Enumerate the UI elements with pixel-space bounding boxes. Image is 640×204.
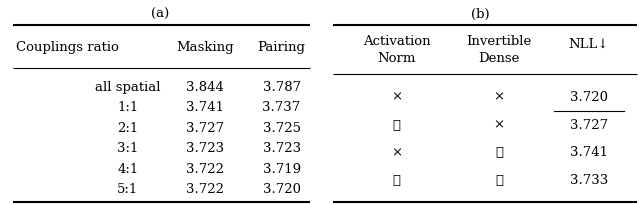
Text: ×: × [391, 90, 403, 103]
Text: ✓: ✓ [393, 173, 401, 186]
Text: 3.722: 3.722 [186, 182, 224, 195]
Text: Activation
Norm: Activation Norm [363, 35, 431, 65]
Text: ×: × [493, 118, 505, 131]
Text: 3.720: 3.720 [262, 182, 301, 195]
Text: 3.725: 3.725 [262, 121, 301, 134]
Text: 3.722: 3.722 [186, 162, 224, 175]
Text: NLL↓: NLL↓ [568, 37, 609, 50]
Text: 3.844: 3.844 [186, 80, 224, 93]
Text: 3.720: 3.720 [570, 90, 608, 103]
Text: 3:1: 3:1 [117, 141, 139, 154]
Text: Invertible
Dense: Invertible Dense [467, 35, 532, 65]
Text: Pairing: Pairing [258, 40, 306, 53]
Text: (a): (a) [151, 8, 169, 21]
Text: 3.723: 3.723 [262, 141, 301, 154]
Text: 3.737: 3.737 [262, 101, 301, 114]
Text: ✓: ✓ [495, 173, 503, 186]
Text: 3.787: 3.787 [262, 80, 301, 93]
Text: 4:1: 4:1 [117, 162, 139, 175]
Text: ✓: ✓ [393, 118, 401, 131]
Text: 5:1: 5:1 [117, 182, 139, 195]
Text: 3.723: 3.723 [186, 141, 224, 154]
Text: ✓: ✓ [495, 145, 503, 159]
Text: 2:1: 2:1 [117, 121, 139, 134]
Text: all spatial: all spatial [95, 80, 161, 93]
Text: ×: × [391, 145, 403, 159]
Text: 1:1: 1:1 [117, 101, 139, 114]
Text: 3.719: 3.719 [262, 162, 301, 175]
Text: 3.727: 3.727 [570, 118, 608, 131]
Text: 3.733: 3.733 [570, 173, 608, 186]
Text: Couplings ratio: Couplings ratio [16, 40, 119, 53]
Text: 3.727: 3.727 [186, 121, 224, 134]
Text: 3.741: 3.741 [570, 145, 608, 159]
Text: ×: × [493, 90, 505, 103]
Text: (b): (b) [470, 8, 490, 21]
Text: 3.741: 3.741 [186, 101, 224, 114]
Text: Masking: Masking [176, 40, 234, 53]
